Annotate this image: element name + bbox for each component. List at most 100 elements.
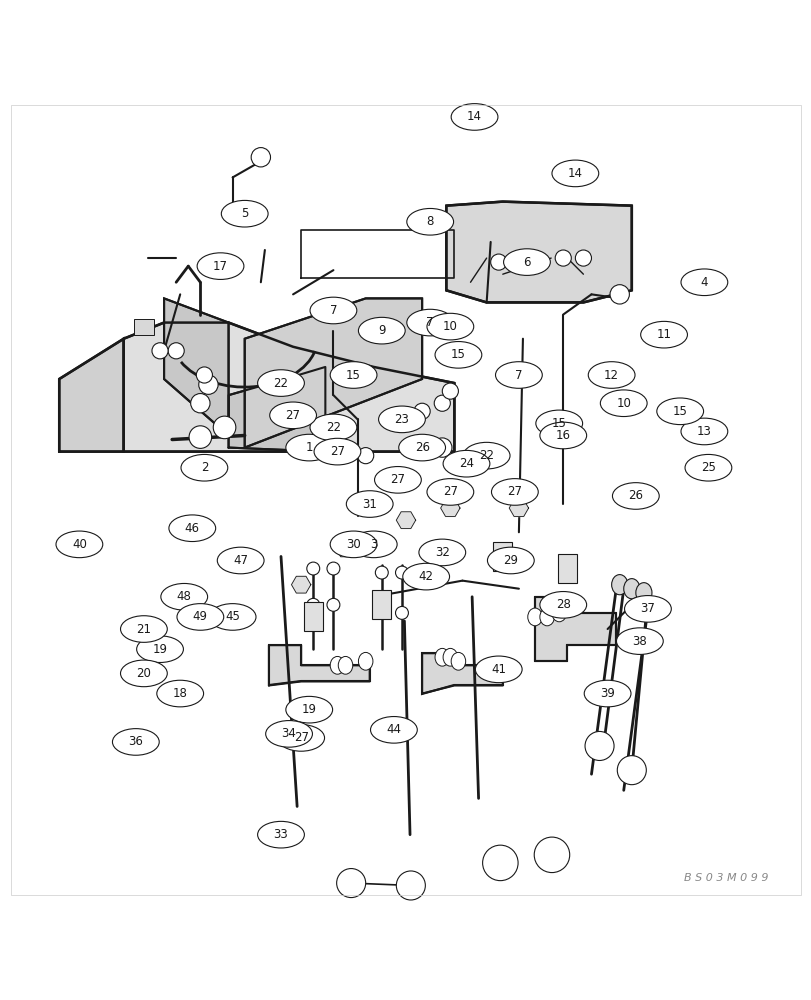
Text: 11: 11 <box>656 328 671 341</box>
Text: 29: 29 <box>503 554 517 567</box>
Circle shape <box>375 606 388 619</box>
Circle shape <box>575 250 590 266</box>
Ellipse shape <box>435 342 481 368</box>
Polygon shape <box>396 512 415 529</box>
Polygon shape <box>164 298 229 435</box>
Circle shape <box>584 731 613 760</box>
Ellipse shape <box>56 531 103 558</box>
Ellipse shape <box>310 297 356 324</box>
Ellipse shape <box>285 434 333 461</box>
Ellipse shape <box>406 208 453 235</box>
Ellipse shape <box>418 539 465 566</box>
Polygon shape <box>244 298 422 448</box>
Text: 22: 22 <box>478 449 494 462</box>
Circle shape <box>196 367 212 383</box>
Circle shape <box>609 285 629 304</box>
Text: 1: 1 <box>305 441 312 454</box>
Text: 27: 27 <box>294 731 308 744</box>
Text: 7: 7 <box>426 316 433 329</box>
Ellipse shape <box>402 563 449 590</box>
Text: 47: 47 <box>233 554 248 567</box>
Ellipse shape <box>120 660 167 687</box>
Polygon shape <box>440 500 460 516</box>
Circle shape <box>395 566 408 579</box>
Ellipse shape <box>611 575 627 595</box>
Text: 36: 36 <box>128 735 143 748</box>
Polygon shape <box>446 202 631 302</box>
Ellipse shape <box>599 390 646 417</box>
Text: 27: 27 <box>442 485 457 498</box>
Circle shape <box>152 343 168 359</box>
Ellipse shape <box>587 362 634 388</box>
Text: 49: 49 <box>193 610 208 623</box>
Circle shape <box>199 375 218 394</box>
Text: 5: 5 <box>241 207 248 220</box>
Ellipse shape <box>209 604 255 630</box>
Ellipse shape <box>535 410 582 437</box>
Ellipse shape <box>285 696 333 723</box>
Text: 34: 34 <box>281 727 296 740</box>
Polygon shape <box>422 653 502 694</box>
Polygon shape <box>229 367 325 452</box>
Ellipse shape <box>181 454 228 481</box>
Text: 15: 15 <box>672 405 687 418</box>
Text: 14: 14 <box>567 167 582 180</box>
Bar <box>371 590 391 619</box>
Circle shape <box>251 148 270 167</box>
Ellipse shape <box>161 583 208 610</box>
Text: 27: 27 <box>285 409 300 422</box>
Ellipse shape <box>443 450 489 477</box>
Text: 48: 48 <box>177 590 191 603</box>
Ellipse shape <box>551 160 598 187</box>
Text: 13: 13 <box>696 425 711 438</box>
Ellipse shape <box>358 652 372 670</box>
Text: 3: 3 <box>370 538 377 551</box>
Ellipse shape <box>616 628 663 654</box>
Ellipse shape <box>257 821 304 848</box>
Text: 23: 23 <box>394 413 409 426</box>
Text: 45: 45 <box>225 610 240 623</box>
Text: 24: 24 <box>458 457 474 470</box>
Ellipse shape <box>474 656 521 683</box>
Ellipse shape <box>169 515 216 542</box>
Text: 32: 32 <box>435 546 449 559</box>
Text: 21: 21 <box>136 623 151 636</box>
Circle shape <box>307 562 320 575</box>
Circle shape <box>395 606 408 619</box>
Ellipse shape <box>539 422 586 449</box>
Circle shape <box>213 416 235 439</box>
Bar <box>557 554 577 583</box>
Ellipse shape <box>398 434 445 461</box>
Ellipse shape <box>197 253 243 279</box>
Circle shape <box>432 438 452 457</box>
Ellipse shape <box>157 680 204 707</box>
Ellipse shape <box>551 604 566 622</box>
Ellipse shape <box>358 317 405 344</box>
Ellipse shape <box>346 491 393 517</box>
Ellipse shape <box>611 483 659 509</box>
Ellipse shape <box>487 547 534 574</box>
Ellipse shape <box>269 402 316 429</box>
Text: 26: 26 <box>628 489 642 502</box>
Circle shape <box>191 394 210 413</box>
Text: 9: 9 <box>378 324 385 337</box>
Text: 30: 30 <box>345 538 361 551</box>
Text: 22: 22 <box>325 421 341 434</box>
Ellipse shape <box>463 442 509 469</box>
Polygon shape <box>123 323 454 452</box>
Bar <box>303 602 323 631</box>
Ellipse shape <box>277 725 324 751</box>
Text: 12: 12 <box>603 369 618 382</box>
Text: 27: 27 <box>507 485 521 498</box>
Text: 27: 27 <box>329 445 345 458</box>
Text: 18: 18 <box>173 687 187 700</box>
Text: 25: 25 <box>700 461 715 474</box>
Circle shape <box>555 250 571 266</box>
Circle shape <box>490 254 506 270</box>
Text: 16: 16 <box>555 429 570 442</box>
Text: 15: 15 <box>551 417 566 430</box>
Ellipse shape <box>451 104 497 130</box>
Ellipse shape <box>406 309 453 336</box>
Circle shape <box>375 566 388 579</box>
Ellipse shape <box>370 717 417 743</box>
